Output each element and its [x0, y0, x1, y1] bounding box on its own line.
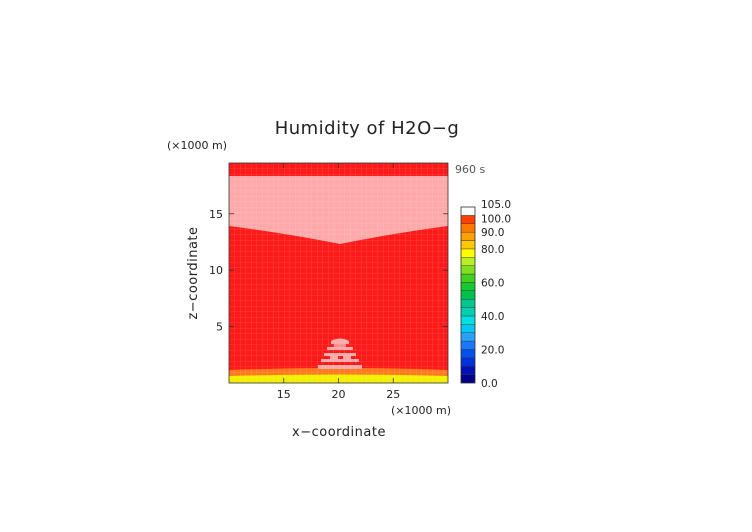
- colorbar-band: [460, 265, 476, 275]
- colorbar-band: [460, 366, 476, 375]
- x-tick-label: 20: [332, 388, 346, 401]
- x-axis-title: x−coordinate: [292, 425, 386, 440]
- colorbar-band: [460, 273, 476, 283]
- colorbar-band: [460, 349, 476, 359]
- colorbar-tick-label: 0.0: [481, 378, 498, 390]
- colorbar-band: [460, 282, 476, 292]
- colorbar-tick-label: 90.0: [481, 227, 504, 239]
- x-tick-label: 25: [386, 388, 400, 401]
- y-axis-title: z−coordinate: [186, 226, 201, 319]
- colorbar-band: [460, 315, 476, 325]
- y-tick-label: 10: [209, 264, 223, 277]
- z-unit-label: (×1000 m): [167, 139, 227, 152]
- colorbar-band: [460, 257, 476, 266]
- colorbar-band: [460, 290, 476, 300]
- chart-title: Humidity of H2O−g: [275, 118, 460, 139]
- colorbar-band: [460, 231, 476, 241]
- colorbar-band: [460, 240, 476, 250]
- colorbar-tick-label: 40.0: [481, 311, 504, 323]
- y-tick-label: 5: [216, 321, 223, 334]
- colorbar-tick-label: 20.0: [481, 344, 504, 356]
- colorbar-band: [460, 324, 476, 333]
- heatmap-field: [229, 163, 448, 383]
- x-unit-label: (×1000 m): [391, 404, 451, 417]
- colorbar-band: [460, 374, 476, 384]
- colorbar-tick-label: 60.0: [481, 277, 504, 289]
- colorbar-band: [460, 206, 476, 216]
- colorbar-band: [460, 223, 476, 233]
- colorbar: 0.0 20.0 40.0 60.0 80.0 90.0 100.0 105.0: [460, 199, 511, 390]
- x-tick-label: 15: [277, 388, 291, 401]
- x-axis-ticks: 15 20 25: [277, 163, 400, 401]
- colorbar-tick-label: 105.0: [481, 199, 511, 211]
- colorbar-band: [460, 307, 476, 317]
- colorbar-band: [460, 357, 476, 367]
- y-tick-label: 15: [209, 208, 223, 221]
- colorbar-band: [460, 340, 476, 350]
- colorbar-frame: [460, 206, 476, 384]
- field-grid: [229, 163, 448, 383]
- colorbar-band: [460, 298, 476, 308]
- y-axis-ticks: 5 10 15: [209, 208, 448, 334]
- colorbar-band: [460, 248, 476, 258]
- colorbar-tick-label: 100.0: [481, 213, 511, 225]
- colorbar-tick-label: 80.0: [481, 244, 504, 256]
- colorbar-band: [460, 332, 476, 342]
- colorbar-band: [460, 215, 476, 224]
- time-label: 960 s: [455, 163, 485, 176]
